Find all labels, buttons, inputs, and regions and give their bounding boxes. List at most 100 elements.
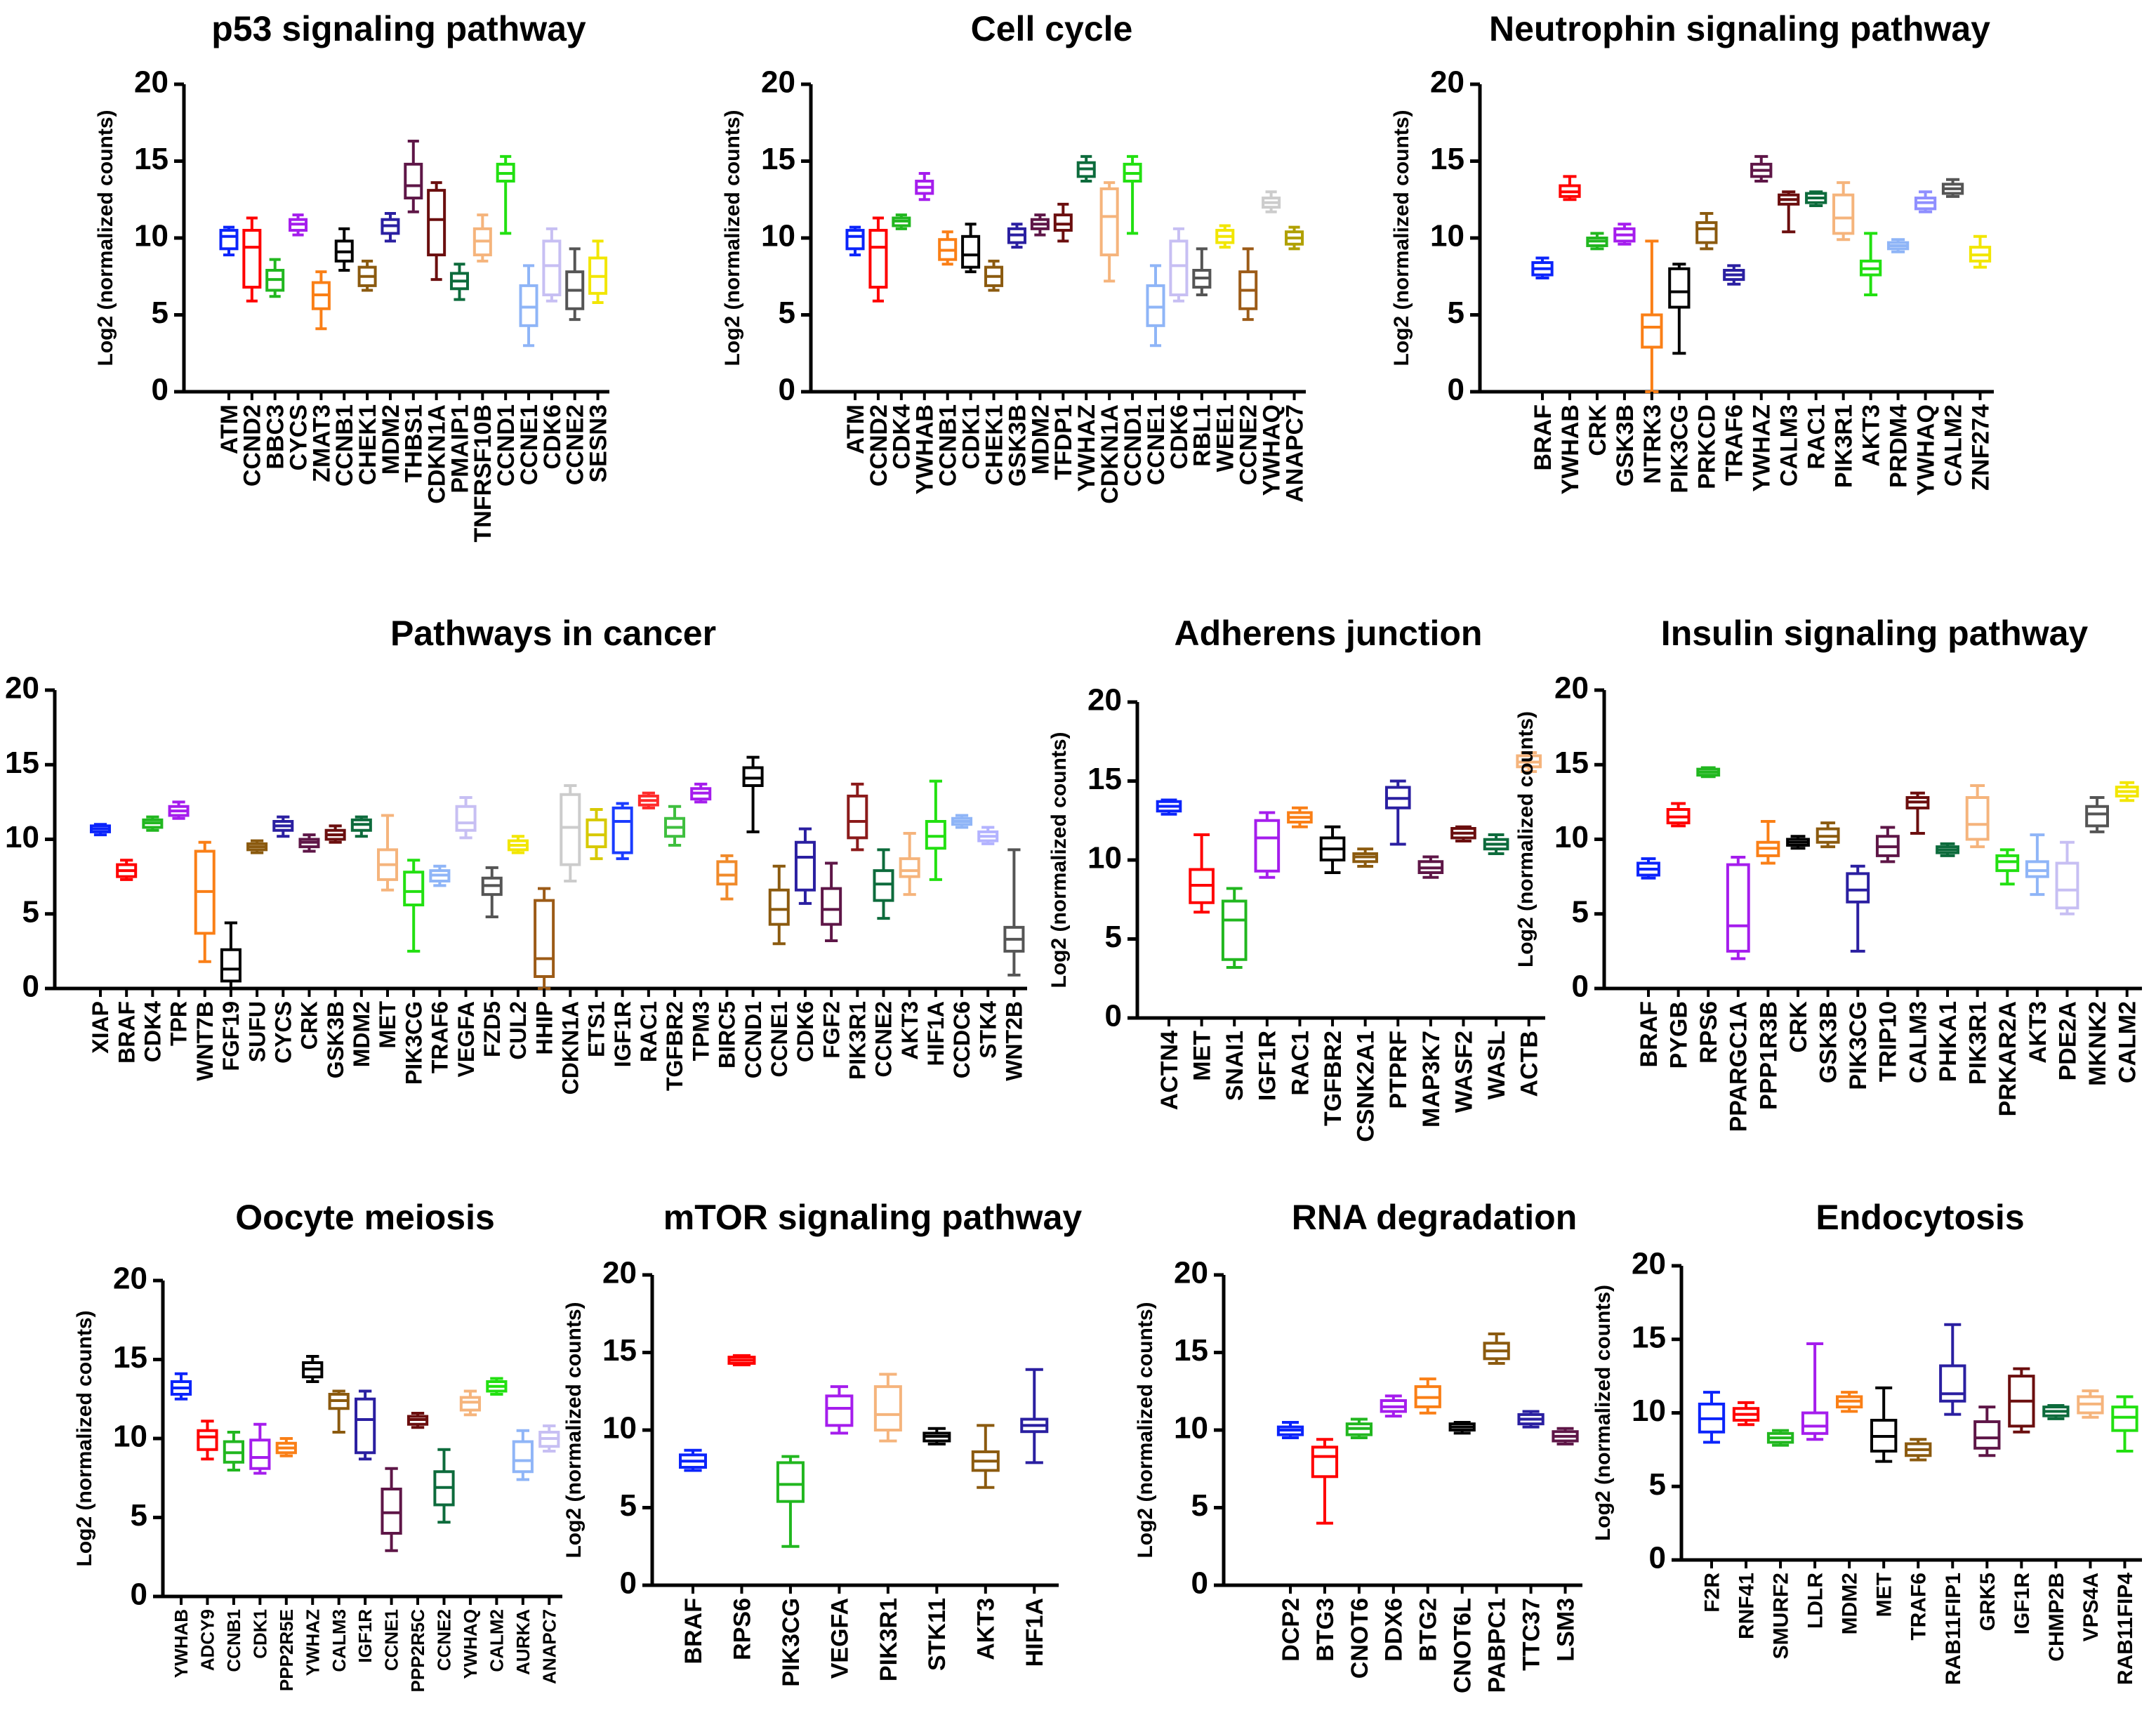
x-tick-label-akt3: AKT3 — [897, 1001, 922, 1060]
box-tnfrsf10b — [472, 213, 492, 263]
x-tick-label-fgf19: FGF19 — [218, 1001, 244, 1071]
x-tick-label-ywhaq: YWHAQ — [460, 1609, 481, 1679]
x-tick-label-ccnb1: CCNB1 — [223, 1609, 244, 1672]
chart-title: Neutrophin signaling pathway — [1489, 9, 1990, 48]
x-tick-label-grk5: GRK5 — [1976, 1573, 1999, 1631]
box-gsk3b — [1816, 821, 1840, 849]
box-ywhaz — [1750, 154, 1773, 183]
box-iqr — [776, 1461, 805, 1503]
x-tick-label-pik3r1: PIK3R1 — [845, 1001, 871, 1080]
x-tick-label-ttc37: TTC37 — [1518, 1598, 1545, 1671]
y-tick-label: 10 — [1174, 1411, 1208, 1446]
box-hhip — [534, 887, 555, 990]
x-tick-label-braf: BRAF — [680, 1598, 707, 1664]
x-tick-label-ccnd2: CCND2 — [866, 404, 892, 487]
x-tick-label-cycs: CYCS — [285, 404, 312, 470]
x-tick-label-wnt2b: WNT2B — [1002, 1001, 1027, 1081]
y-tick-label: 15 — [602, 1333, 637, 1368]
x-tick-label-pik3cg: PIK3CG — [1667, 404, 1693, 494]
x-tick-label-rnf41: RNF41 — [1735, 1573, 1759, 1639]
box-iqr — [381, 1488, 402, 1535]
box-cdk6 — [794, 827, 816, 905]
y-tick-label: 5 — [22, 894, 39, 929]
box-mdm2 — [1835, 1391, 1863, 1413]
y-tick-label: 10 — [602, 1411, 637, 1446]
y-tick-label: 15 — [134, 142, 168, 176]
x-tick-label-wee1: WEE1 — [1212, 404, 1239, 472]
x-tick-label-btg2: BTG2 — [1415, 1598, 1442, 1662]
box-grk5 — [1973, 1406, 2001, 1457]
y-tick-label: 15 — [1554, 746, 1589, 780]
y-tick-label: 5 — [1105, 920, 1122, 954]
box-calm2 — [2115, 781, 2139, 802]
x-tick-label-cdk1: CDK1 — [958, 404, 985, 470]
y-tick-label: 0 — [779, 373, 795, 407]
x-tick-label-cnot6: CNOT6 — [1347, 1598, 1373, 1679]
x-tick-label-met: MET — [375, 1001, 400, 1049]
x-tick-label-sufu: SUFU — [244, 1001, 270, 1062]
box-mdm2 — [350, 815, 372, 838]
y-tick-label: 20 — [1554, 671, 1589, 706]
box-ldlr — [1801, 1342, 1829, 1441]
box-iqr — [1832, 193, 1855, 235]
box-actn4 — [1156, 798, 1182, 816]
box-iqr — [1053, 213, 1073, 232]
y-tick-label: 20 — [113, 1262, 147, 1296]
box-cdk4 — [142, 815, 164, 832]
box-cdk1 — [249, 1422, 271, 1475]
box-ppp2r5e — [275, 1437, 297, 1457]
box-iqr — [1311, 1446, 1339, 1479]
x-tick-label-tgfbr2: TGFBR2 — [662, 1001, 687, 1091]
x-tick-label-akt3: AKT3 — [2025, 1001, 2051, 1064]
y-axis-label: Log2 (normalized counts) — [1047, 732, 1071, 988]
x-tick-label-prdm4: PRDM4 — [1886, 404, 1912, 488]
y-tick-label: 5 — [131, 1498, 147, 1533]
box-cdk6 — [1169, 227, 1189, 303]
x-tick-label-mdm2: MDM2 — [1839, 1573, 1862, 1634]
x-tick-label-actn4: ACTN4 — [1156, 1031, 1183, 1110]
y-tick-label: 5 — [1649, 1467, 1666, 1502]
box-vegfa — [455, 796, 477, 840]
x-tick-label-crk: CRK — [1585, 404, 1611, 456]
box-iqr — [403, 871, 425, 906]
box-ccnb1 — [334, 227, 354, 272]
y-axis-label: Log2 (normalized counts) — [73, 1310, 96, 1566]
box-ccnb1 — [938, 230, 958, 266]
box-iqr — [404, 162, 423, 200]
box-rac1 — [637, 791, 659, 809]
x-tick-label-btg3: BTG3 — [1312, 1598, 1339, 1662]
chart-title: Endocytosis — [1816, 1198, 2024, 1237]
box-znf274 — [1969, 234, 1992, 269]
x-tick-label-traf6: TRAF6 — [428, 1001, 453, 1073]
x-tick-label-pabpc1: PABPC1 — [1484, 1598, 1511, 1693]
chart-title: RNA degradation — [1292, 1198, 1578, 1237]
y-axis-label: Log2 (normalized counts) — [721, 110, 744, 366]
box-iqr — [845, 229, 865, 251]
chart-title: mTOR signaling pathway — [663, 1198, 1083, 1237]
box-iqr — [1965, 796, 1990, 841]
box-chek1 — [357, 259, 377, 292]
box-iqr — [534, 899, 555, 978]
box-ywhaq — [459, 1389, 482, 1417]
box-wnt2b — [1003, 848, 1025, 977]
x-tick-label-ccne2: CCNE2 — [434, 1609, 455, 1671]
y-tick-label: 0 — [1105, 999, 1122, 1033]
x-tick-label-akt3: AKT3 — [1858, 404, 1885, 467]
x-tick-label-gsk3b: GSK3B — [1612, 404, 1639, 487]
x-tick-label-rac1: RAC1 — [636, 1001, 661, 1062]
box-iqr — [873, 1385, 902, 1431]
x-tick-label-igf1r: IGF1R — [610, 1001, 635, 1067]
box-gsk3b — [1613, 223, 1636, 246]
box-braf — [1636, 857, 1660, 880]
x-tick-label-tpr: TPR — [166, 1001, 192, 1046]
box-iqr — [768, 888, 790, 926]
box-ets1 — [586, 808, 607, 861]
box-cnot6l — [1448, 1420, 1476, 1435]
box-cul2 — [507, 835, 529, 854]
box-trip10 — [1875, 826, 1900, 864]
box-ccne2 — [1238, 247, 1258, 322]
box-akt3 — [899, 832, 920, 897]
box-chek1 — [984, 259, 1004, 292]
x-tick-label-cdk1: CDK1 — [249, 1609, 270, 1659]
x-tick-label-f2r: F2R — [1701, 1573, 1724, 1613]
